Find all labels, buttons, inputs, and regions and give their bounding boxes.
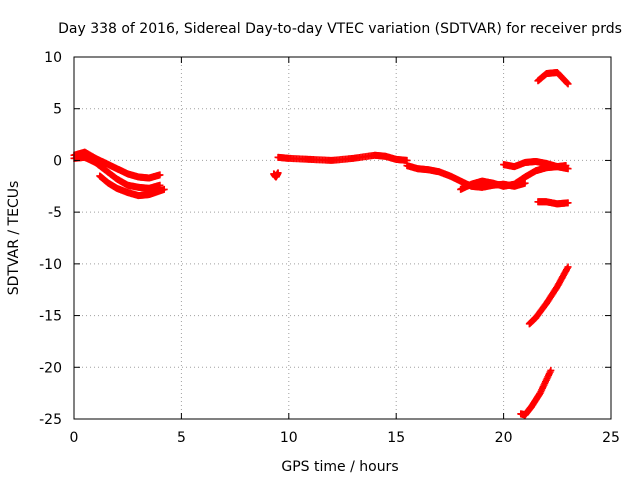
chart-title: Day 338 of 2016, Sidereal Day-to-day VTE… xyxy=(58,21,622,37)
plot-frame xyxy=(74,57,611,419)
y-tick-label: -10 xyxy=(39,257,62,273)
y-tick-label: 10 xyxy=(44,50,62,66)
grid xyxy=(74,57,611,419)
x-tick-label: 10 xyxy=(280,430,298,446)
y-tick-label: -20 xyxy=(39,360,62,376)
series-arc-mid xyxy=(275,152,411,164)
series-arc-steep-lower xyxy=(517,367,554,418)
axis-ticks: 0 5 10 15 20 25 10 5 0 -5 -10 -15 -20 -25 xyxy=(39,50,620,446)
x-tick-label: 15 xyxy=(387,430,405,446)
x-tick-label: 5 xyxy=(177,430,186,446)
x-tick-label: 0 xyxy=(70,430,79,446)
x-tick-label: 20 xyxy=(495,430,513,446)
series-arc-high xyxy=(534,69,571,87)
chart: Day 338 of 2016, Sidereal Day-to-day VTE… xyxy=(0,0,640,480)
x-tick-label: 25 xyxy=(602,430,620,446)
x-axis-label: GPS time / hours xyxy=(281,459,398,475)
y-axis-label: SDTVAR / TECUs xyxy=(6,181,22,296)
y-tick-label: 0 xyxy=(53,153,62,169)
y-tick-label: -25 xyxy=(39,412,62,428)
series-arc-steep-upper xyxy=(526,263,572,327)
y-tick-label: -5 xyxy=(48,205,62,221)
series-arc-late-d xyxy=(534,198,571,207)
y-tick-label: -15 xyxy=(39,309,62,325)
data-points xyxy=(71,69,572,418)
y-tick-label: 5 xyxy=(53,102,62,118)
chart-canvas: Day 338 of 2016, Sidereal Day-to-day VTE… xyxy=(0,0,640,480)
series-arc-mid-short xyxy=(270,169,281,180)
